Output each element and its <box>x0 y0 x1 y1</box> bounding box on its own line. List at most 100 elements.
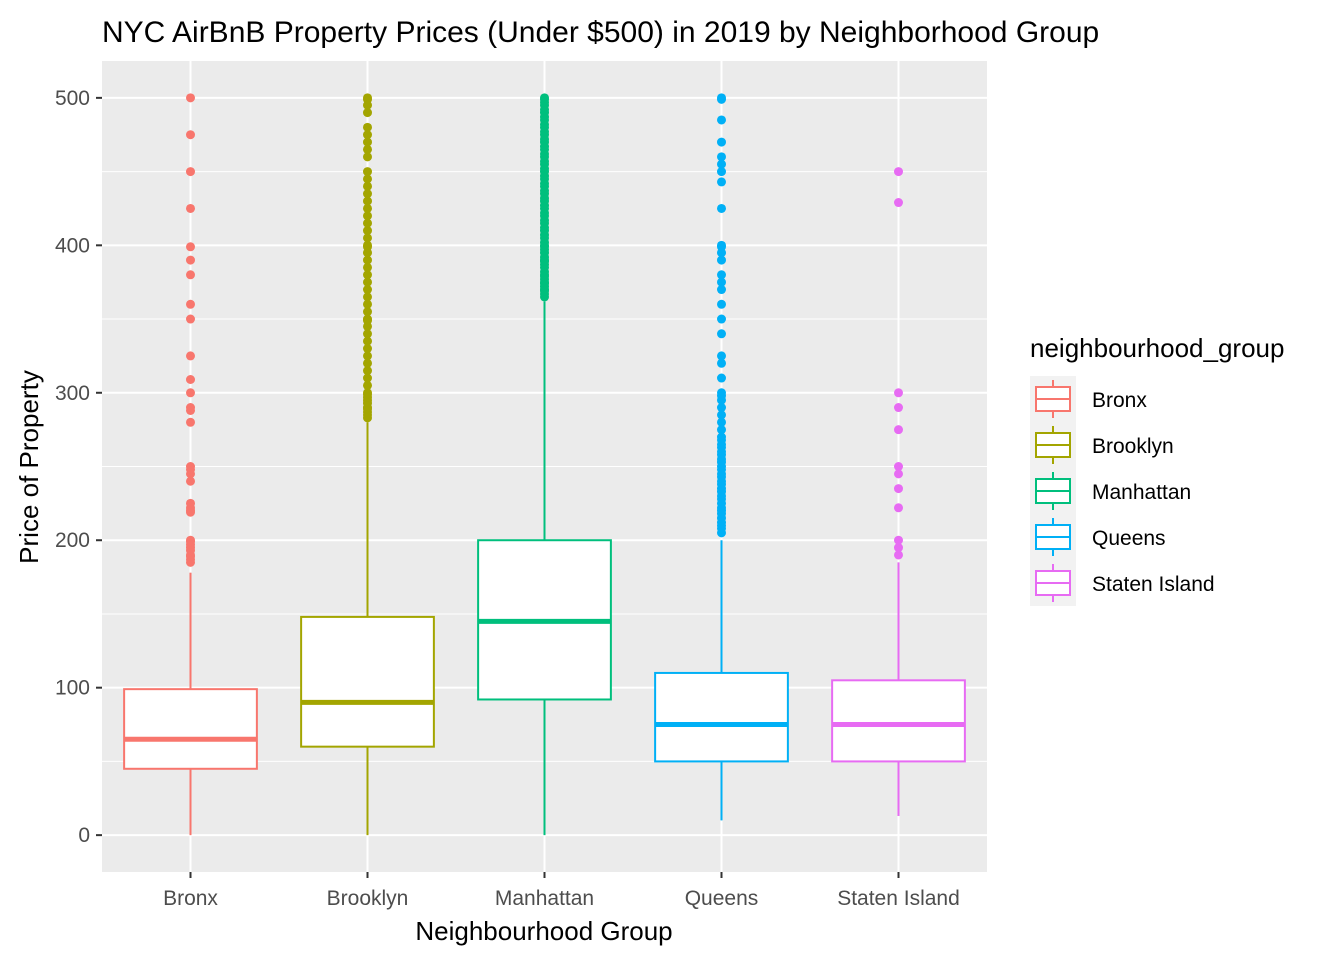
y-axis-title: Price of Property <box>14 370 44 564</box>
y-tick-label: 200 <box>55 529 90 552</box>
x-axis: Bronx Brooklyn Manhattan Queens Staten Islan… <box>163 872 960 910</box>
outlier-point <box>717 285 726 295</box>
outlier-point <box>894 484 903 494</box>
outlier-point <box>186 93 195 103</box>
outlier-point <box>894 167 903 177</box>
legend-label: Queens <box>1092 527 1166 550</box>
outlier-point <box>717 358 726 368</box>
x-tick-label: Staten Island <box>837 887 960 910</box>
legend-key <box>1035 472 1071 510</box>
legend-key <box>1035 518 1071 556</box>
outlier-point <box>363 108 372 118</box>
outlier-point <box>186 535 195 545</box>
x-tick-label: Manhattan <box>495 887 594 910</box>
x-tick-label: Brooklyn <box>327 887 409 910</box>
outlier-point <box>363 240 372 250</box>
outlier-point <box>363 189 372 199</box>
outlier-point <box>717 277 726 287</box>
outlier-point <box>186 462 195 471</box>
outlier-point <box>363 277 372 287</box>
outlier-point <box>363 366 372 376</box>
outlier-point <box>363 137 372 147</box>
legend-label: Bronx <box>1092 389 1147 412</box>
outlier-point <box>186 388 195 398</box>
outlier-point <box>363 351 372 361</box>
outlier-point <box>717 329 726 339</box>
outlier-point <box>363 299 372 309</box>
outlier-point <box>363 270 372 280</box>
outlier-point <box>363 174 372 184</box>
outlier-point <box>186 476 195 486</box>
legend-title: neighbourhood_group <box>1030 333 1284 363</box>
outlier-point <box>363 329 372 339</box>
outlier-point <box>363 218 372 228</box>
outlier-point <box>363 211 372 221</box>
outlier-point <box>894 550 903 560</box>
outlier-point <box>894 425 903 435</box>
outlier-point <box>186 130 195 140</box>
y-tick-label: 300 <box>55 382 90 405</box>
x-tick-label: Bronx <box>163 887 218 910</box>
outlier-point <box>717 255 726 265</box>
legend-key <box>1035 564 1071 602</box>
outlier-point <box>186 203 195 213</box>
outlier-point <box>894 535 903 545</box>
outlier-point <box>186 255 195 265</box>
outlier-point <box>363 167 372 177</box>
box-group-manhattan <box>477 93 612 836</box>
y-tick-label: 0 <box>78 824 90 847</box>
outlier-point <box>717 177 726 187</box>
outlier-point <box>717 240 726 250</box>
outlier-point <box>363 388 372 398</box>
outlier-point <box>717 137 726 147</box>
outlier-point <box>894 198 903 208</box>
x-axis-title: Neighbourhood Group <box>415 916 672 946</box>
outlier-point <box>717 93 726 103</box>
outlier-point <box>186 403 195 413</box>
outlier-point <box>717 314 726 324</box>
outlier-point <box>186 417 195 427</box>
outlier-point <box>717 388 726 398</box>
outlier-point <box>894 503 903 513</box>
legend-label: Staten Island <box>1092 573 1215 596</box>
box-group-staten-island <box>831 167 966 816</box>
outlier-point <box>717 152 726 162</box>
outlier-point <box>363 373 372 383</box>
outlier-point <box>540 93 549 103</box>
outlier-point <box>363 255 372 265</box>
outlier-point <box>894 543 903 553</box>
outlier-point <box>363 285 372 295</box>
outlier-point <box>363 152 372 162</box>
outlier-point <box>717 425 726 435</box>
x-tick-label: Queens <box>685 887 759 910</box>
outlier-point <box>363 233 372 243</box>
outlier-point <box>186 299 195 309</box>
outlier-point <box>186 351 195 361</box>
outlier-point <box>363 344 372 354</box>
outlier-point <box>363 336 372 346</box>
y-tick-label: 500 <box>55 87 90 110</box>
legend-label: Brooklyn <box>1092 435 1174 458</box>
outlier-point <box>363 196 372 206</box>
outlier-point <box>363 181 372 191</box>
outlier-point <box>894 403 903 413</box>
outlier-point <box>186 498 195 508</box>
y-tick-label: 400 <box>55 234 90 257</box>
outlier-point <box>717 432 726 442</box>
outlier-point <box>363 226 372 236</box>
outlier-point <box>717 417 726 427</box>
outlier-point <box>894 469 903 479</box>
outlier-point <box>717 410 726 420</box>
outlier-point <box>717 203 726 213</box>
y-tick-label: 100 <box>55 677 90 700</box>
outlier-point <box>363 292 372 302</box>
outlier-point <box>363 307 372 317</box>
box-group-brooklyn <box>300 93 435 836</box>
outlier-point <box>363 314 372 324</box>
outlier-point <box>186 375 195 385</box>
box <box>654 671 789 763</box>
outlier-point <box>363 262 372 272</box>
legend: Bronx Brooklyn Manhattan Queens Staten Islan… <box>1030 376 1215 606</box>
outlier-point <box>363 144 372 154</box>
